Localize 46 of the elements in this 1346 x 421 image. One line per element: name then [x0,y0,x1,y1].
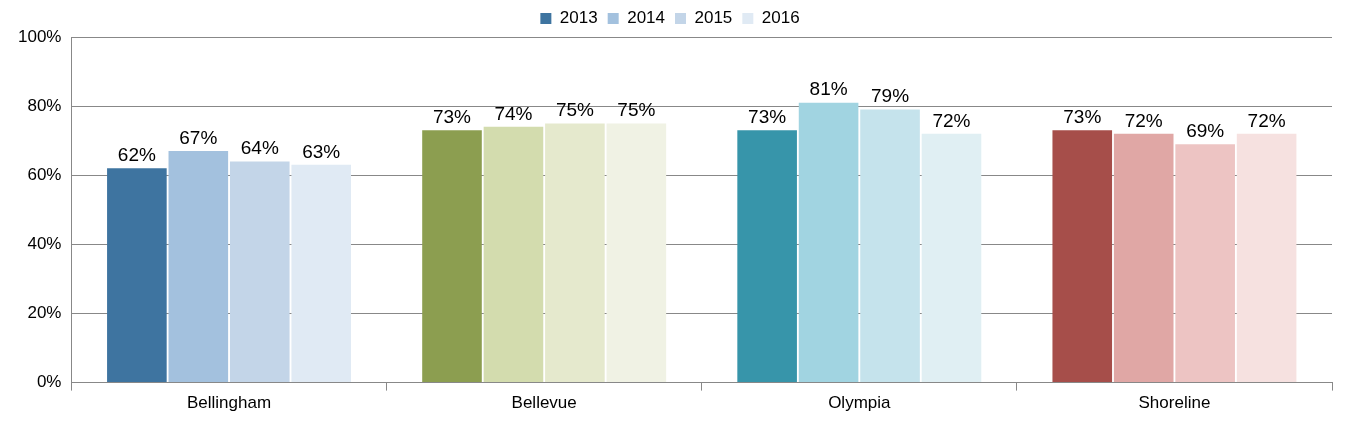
bar [860,109,920,383]
y-tick-label: 20% [27,303,62,323]
bar [483,126,544,383]
data-label: 62% [117,144,156,166]
data-label: 72% [1247,109,1286,131]
bar [168,151,229,383]
legend-label: 2016 [761,8,800,28]
data-label: 81% [809,78,848,100]
bar [422,130,482,383]
data-label: 69% [1186,119,1225,141]
data-label: 75% [555,99,595,121]
bar [921,133,982,383]
bar [291,164,352,383]
bar [107,168,167,383]
bar [1052,130,1113,383]
x-tick-label: Shoreline [1138,393,1211,413]
data-label: 73% [1063,106,1102,128]
data-label: 67% [179,126,218,148]
x-tick-label: Bellevue [511,393,577,413]
legend-label: 2015 [694,8,733,28]
y-tick-label: 60% [27,164,62,184]
bar [737,130,797,383]
bar [798,102,859,383]
x-tick-label: Olympia [828,393,892,413]
y-tick-label: 40% [27,234,62,254]
bar [606,123,667,383]
data-label: 72% [932,109,971,131]
bar [229,161,290,383]
y-tick-label: 100% [18,26,62,46]
data-label: 64% [240,137,279,159]
bar [1113,133,1174,383]
data-label: 73% [748,106,787,128]
bar [545,123,605,383]
bar [1175,144,1235,383]
bar [1236,133,1297,383]
legend-label: 2014 [627,8,666,28]
y-tick-label: 80% [27,95,62,115]
data-label: 74% [494,102,533,124]
y-tick-label: 0% [36,372,62,392]
x-tick-label: Bellingham [186,393,272,413]
data-label: 75% [617,99,656,121]
data-label: 72% [1124,109,1163,131]
data-label: 63% [302,140,341,162]
legend-label: 2013 [559,8,598,28]
data-label: 79% [871,85,910,107]
data-label: 73% [432,106,472,128]
